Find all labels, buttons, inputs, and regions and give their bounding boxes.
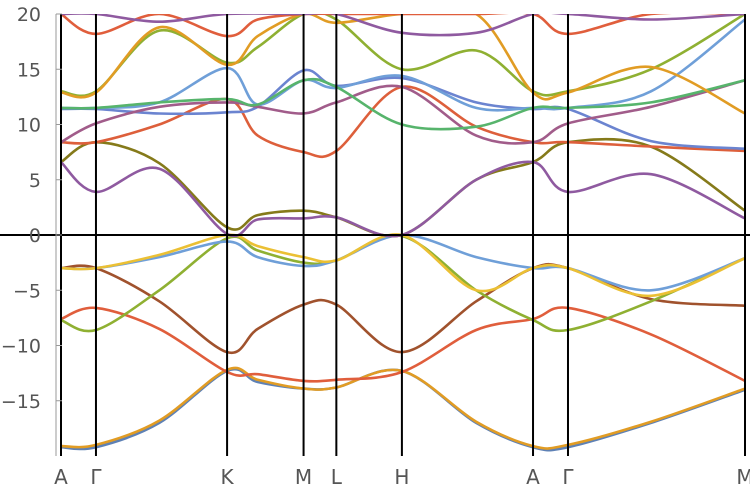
band-lines — [61, 14, 745, 452]
kpoint-label: L — [331, 465, 343, 489]
kpoint-label: M — [736, 465, 750, 489]
band-line-band-13 — [61, 79, 745, 145]
band-line-band-9 — [61, 160, 745, 238]
band-line-band-6 — [61, 233, 745, 292]
band-line-band-17 — [61, 14, 745, 38]
kpoint-label: H — [394, 465, 409, 489]
band-line-band-5 — [61, 234, 745, 333]
y-tick-label: −10 — [1, 336, 41, 358]
kpoint-label: M — [295, 465, 312, 489]
band-line-band-8 — [61, 137, 745, 238]
kpoint-label: Γ — [562, 465, 574, 489]
kpoint-label: A — [54, 465, 68, 489]
band-line-band-2 — [61, 366, 745, 450]
band-line-band-16 — [61, 14, 745, 115]
kpoint-label: A — [526, 465, 540, 489]
band-line-band-7 — [61, 233, 745, 298]
y-tick-label: 15 — [17, 59, 41, 81]
y-tick-label: 10 — [17, 115, 41, 137]
y-tick-label: −5 — [13, 280, 41, 302]
band-line-band-15 — [61, 14, 745, 98]
kpoint-label: K — [221, 465, 235, 489]
y-tick-label: 0 — [29, 225, 41, 247]
y-tick-label: −15 — [1, 391, 41, 413]
y-tick-label: 5 — [29, 170, 41, 192]
y-tick-label: 20 — [17, 4, 41, 26]
y-axis-ticks: −15 −10 −5 0 5 10 15 20 — [1, 4, 62, 413]
band-line-band-1 — [61, 368, 745, 452]
band-line-band-3 — [61, 306, 745, 383]
band-line-band-10 — [61, 85, 745, 159]
kpoint-label: Γ — [90, 465, 102, 489]
band-line-band-14 — [61, 77, 745, 131]
band-line-band-18 — [61, 14, 745, 37]
band-line-band-4 — [61, 262, 745, 355]
